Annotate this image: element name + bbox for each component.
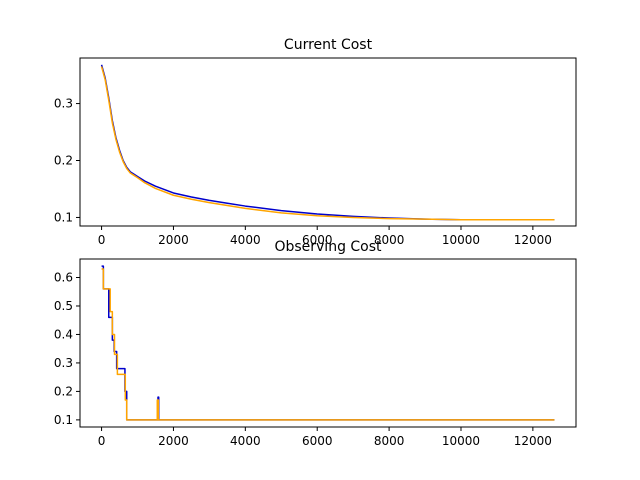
x-tick-label: 10000 [442,233,480,247]
x-tick-label: 6000 [302,233,333,247]
x-tick-label: 2000 [158,434,189,448]
series-line-2 [101,268,555,421]
observing-cost-chart: Observing Cost 0 2000 4000 6000 8000 10000 120… [54,239,577,448]
plot-frame [79,258,577,428]
y-tick-label: 0.3 [54,356,73,370]
x-tick-label: 12000 [514,434,552,448]
x-tick-label: 4000 [230,233,261,247]
chart-title: Current Cost [284,37,373,53]
current-cost-chart: Current Cost 0 2000 4000 6000 8000 10000 12000… [54,37,577,247]
y-tick-label: 0.1 [54,210,73,224]
x-tick-label: 0 [98,233,106,247]
series-line-2 [100,66,555,221]
x-tick-label: 12000 [514,233,552,247]
x-tick-label: 6000 [302,434,333,448]
y-tick-label: 0.3 [54,97,73,111]
y-tick-label: 0.5 [54,299,73,313]
y-tick-label: 0.4 [54,327,73,341]
x-tick-label: 2000 [158,233,189,247]
x-tick-label: 8000 [374,233,405,247]
x-tick-label: 4000 [230,434,261,448]
chart-title: Observing Cost [274,239,382,255]
y-tick-label: 0.2 [54,154,73,168]
series-line-1 [100,64,555,221]
y-tick-label: 0.1 [54,413,73,427]
x-tick-label: 0 [98,434,106,448]
plot-frame [79,57,577,227]
series-line-1 [101,265,555,421]
x-tick-label: 8000 [374,434,405,448]
x-tick-label: 10000 [442,434,480,448]
y-tick-label: 0.2 [54,384,73,398]
y-tick-label: 0.6 [54,271,73,285]
